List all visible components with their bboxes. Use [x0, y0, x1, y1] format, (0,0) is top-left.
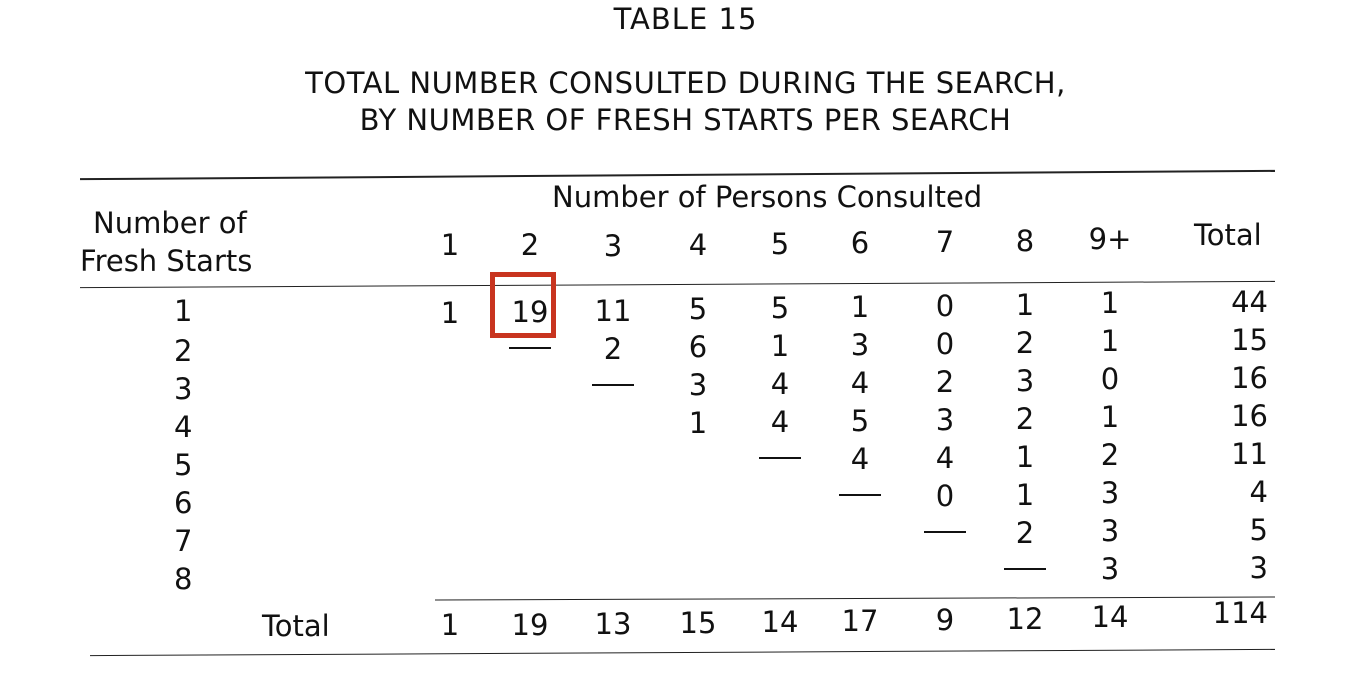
total-cell: 9 — [935, 603, 955, 637]
table-cell: 5 — [770, 291, 790, 326]
column-header: Total — [1194, 218, 1262, 252]
table-cell: 1 — [1015, 477, 1035, 512]
table-cell: 6 — [688, 330, 708, 365]
stub-header: Number of Fresh Starts — [80, 204, 252, 280]
total-cell: 14 — [1091, 600, 1129, 634]
stub-header-line-1: Number of — [93, 206, 247, 240]
table-cell: 4 — [770, 367, 790, 402]
table-cell: 4 — [850, 366, 870, 400]
column-header: 8 — [1015, 224, 1035, 258]
column-header: 3 — [603, 229, 623, 263]
table-cell: 3 — [1249, 551, 1268, 586]
table-cell: 2 — [935, 364, 955, 399]
table-cell: 2 — [1100, 438, 1120, 473]
table-cell: 4 — [1249, 475, 1268, 510]
table-cell: 1 — [1100, 324, 1120, 359]
table-cell: 15 — [1231, 323, 1268, 358]
table-cell: 3 — [850, 328, 870, 362]
total-cell: 17 — [841, 604, 879, 638]
row-label: 2 — [174, 334, 193, 368]
header-rule — [80, 280, 1275, 289]
table-cell: 2 — [1015, 515, 1035, 550]
table-cell-dash: — — [839, 494, 881, 496]
table-cell-dash: — — [592, 383, 634, 386]
table-cell: 1 — [850, 290, 870, 324]
total-cell: 19 — [511, 608, 549, 642]
row-label: 7 — [174, 524, 193, 558]
total-rule — [435, 596, 1275, 601]
highlight-box — [490, 272, 556, 338]
table-cell: 2 — [1015, 325, 1035, 360]
column-header: 2 — [520, 228, 540, 262]
column-spanner: Number of Persons Consulted — [552, 180, 983, 214]
table-cell: 0 — [935, 288, 955, 323]
table-cell-dash: — — [509, 346, 551, 349]
table-cell: 5 — [850, 404, 870, 438]
table-cell: 4 — [770, 405, 790, 440]
row-label: 6 — [174, 486, 193, 520]
table-cell: 1 — [688, 406, 708, 441]
table-cell: 11 — [1231, 437, 1268, 472]
table-cell: 1 — [440, 296, 460, 330]
table-cell: 5 — [688, 292, 708, 327]
table-cell-dash: — — [1004, 567, 1046, 570]
table-cell: 3 — [1100, 476, 1120, 511]
table-cell: 1 — [1100, 286, 1120, 321]
table-cell: 3 — [935, 402, 955, 437]
table-cell: 11 — [594, 293, 632, 328]
table-cell: 1 — [1015, 287, 1035, 322]
column-header: 1 — [440, 228, 460, 262]
table-cell: 3 — [1015, 363, 1035, 398]
column-header: 6 — [850, 226, 870, 260]
column-header: 7 — [935, 225, 955, 259]
column-header: 9+ — [1088, 222, 1132, 256]
table-number: TABLE 15 — [613, 2, 758, 36]
table-cell: 2 — [603, 331, 623, 366]
table-cell: 1 — [1015, 439, 1035, 474]
column-header: 5 — [770, 227, 790, 261]
row-label: 3 — [174, 372, 193, 406]
table-cell-dash: — — [924, 530, 966, 533]
table-cell: 4 — [850, 442, 870, 476]
table-cell: 3 — [1100, 552, 1120, 587]
table-cell: 1 — [1100, 400, 1120, 435]
total-cell: 13 — [594, 607, 632, 641]
total-cell: 12 — [1006, 602, 1044, 636]
table-title-line-1: TOTAL NUMBER CONSULTED DURING THE SEARCH… — [305, 66, 1066, 100]
table-cell: 5 — [1249, 513, 1268, 548]
table-cell: 0 — [1100, 362, 1120, 397]
table-cell: 19 — [511, 294, 549, 329]
total-cell: 114 — [1212, 596, 1268, 630]
table-cell-dash: — — [759, 457, 801, 460]
table-cell: 4 — [935, 440, 955, 475]
table-cell: 44 — [1231, 285, 1268, 320]
row-label: 5 — [174, 448, 193, 482]
table-cell: 16 — [1231, 399, 1268, 434]
total-cell: 15 — [679, 606, 717, 640]
table-cell: 16 — [1231, 361, 1268, 396]
table-cell: 0 — [935, 326, 955, 361]
table-cell: 3 — [688, 368, 708, 403]
total-cell: 14 — [761, 605, 799, 639]
bottom-rule — [90, 648, 1275, 657]
total-row-label: Total — [262, 609, 330, 643]
table-title-line-2: BY NUMBER OF FRESH STARTS PER SEARCH — [359, 103, 1012, 137]
table-cell: 2 — [1015, 401, 1035, 436]
table-cell: 0 — [935, 478, 955, 513]
stub-header-line-2: Fresh Starts — [80, 244, 253, 278]
table-cell: 1 — [770, 329, 790, 364]
row-label: 4 — [174, 410, 193, 444]
column-header: 4 — [688, 228, 708, 262]
row-label: 8 — [174, 562, 193, 596]
row-label: 1 — [174, 294, 193, 328]
total-cell: 1 — [440, 608, 460, 642]
table-cell: 3 — [1100, 514, 1120, 549]
top-rule — [80, 169, 1275, 181]
